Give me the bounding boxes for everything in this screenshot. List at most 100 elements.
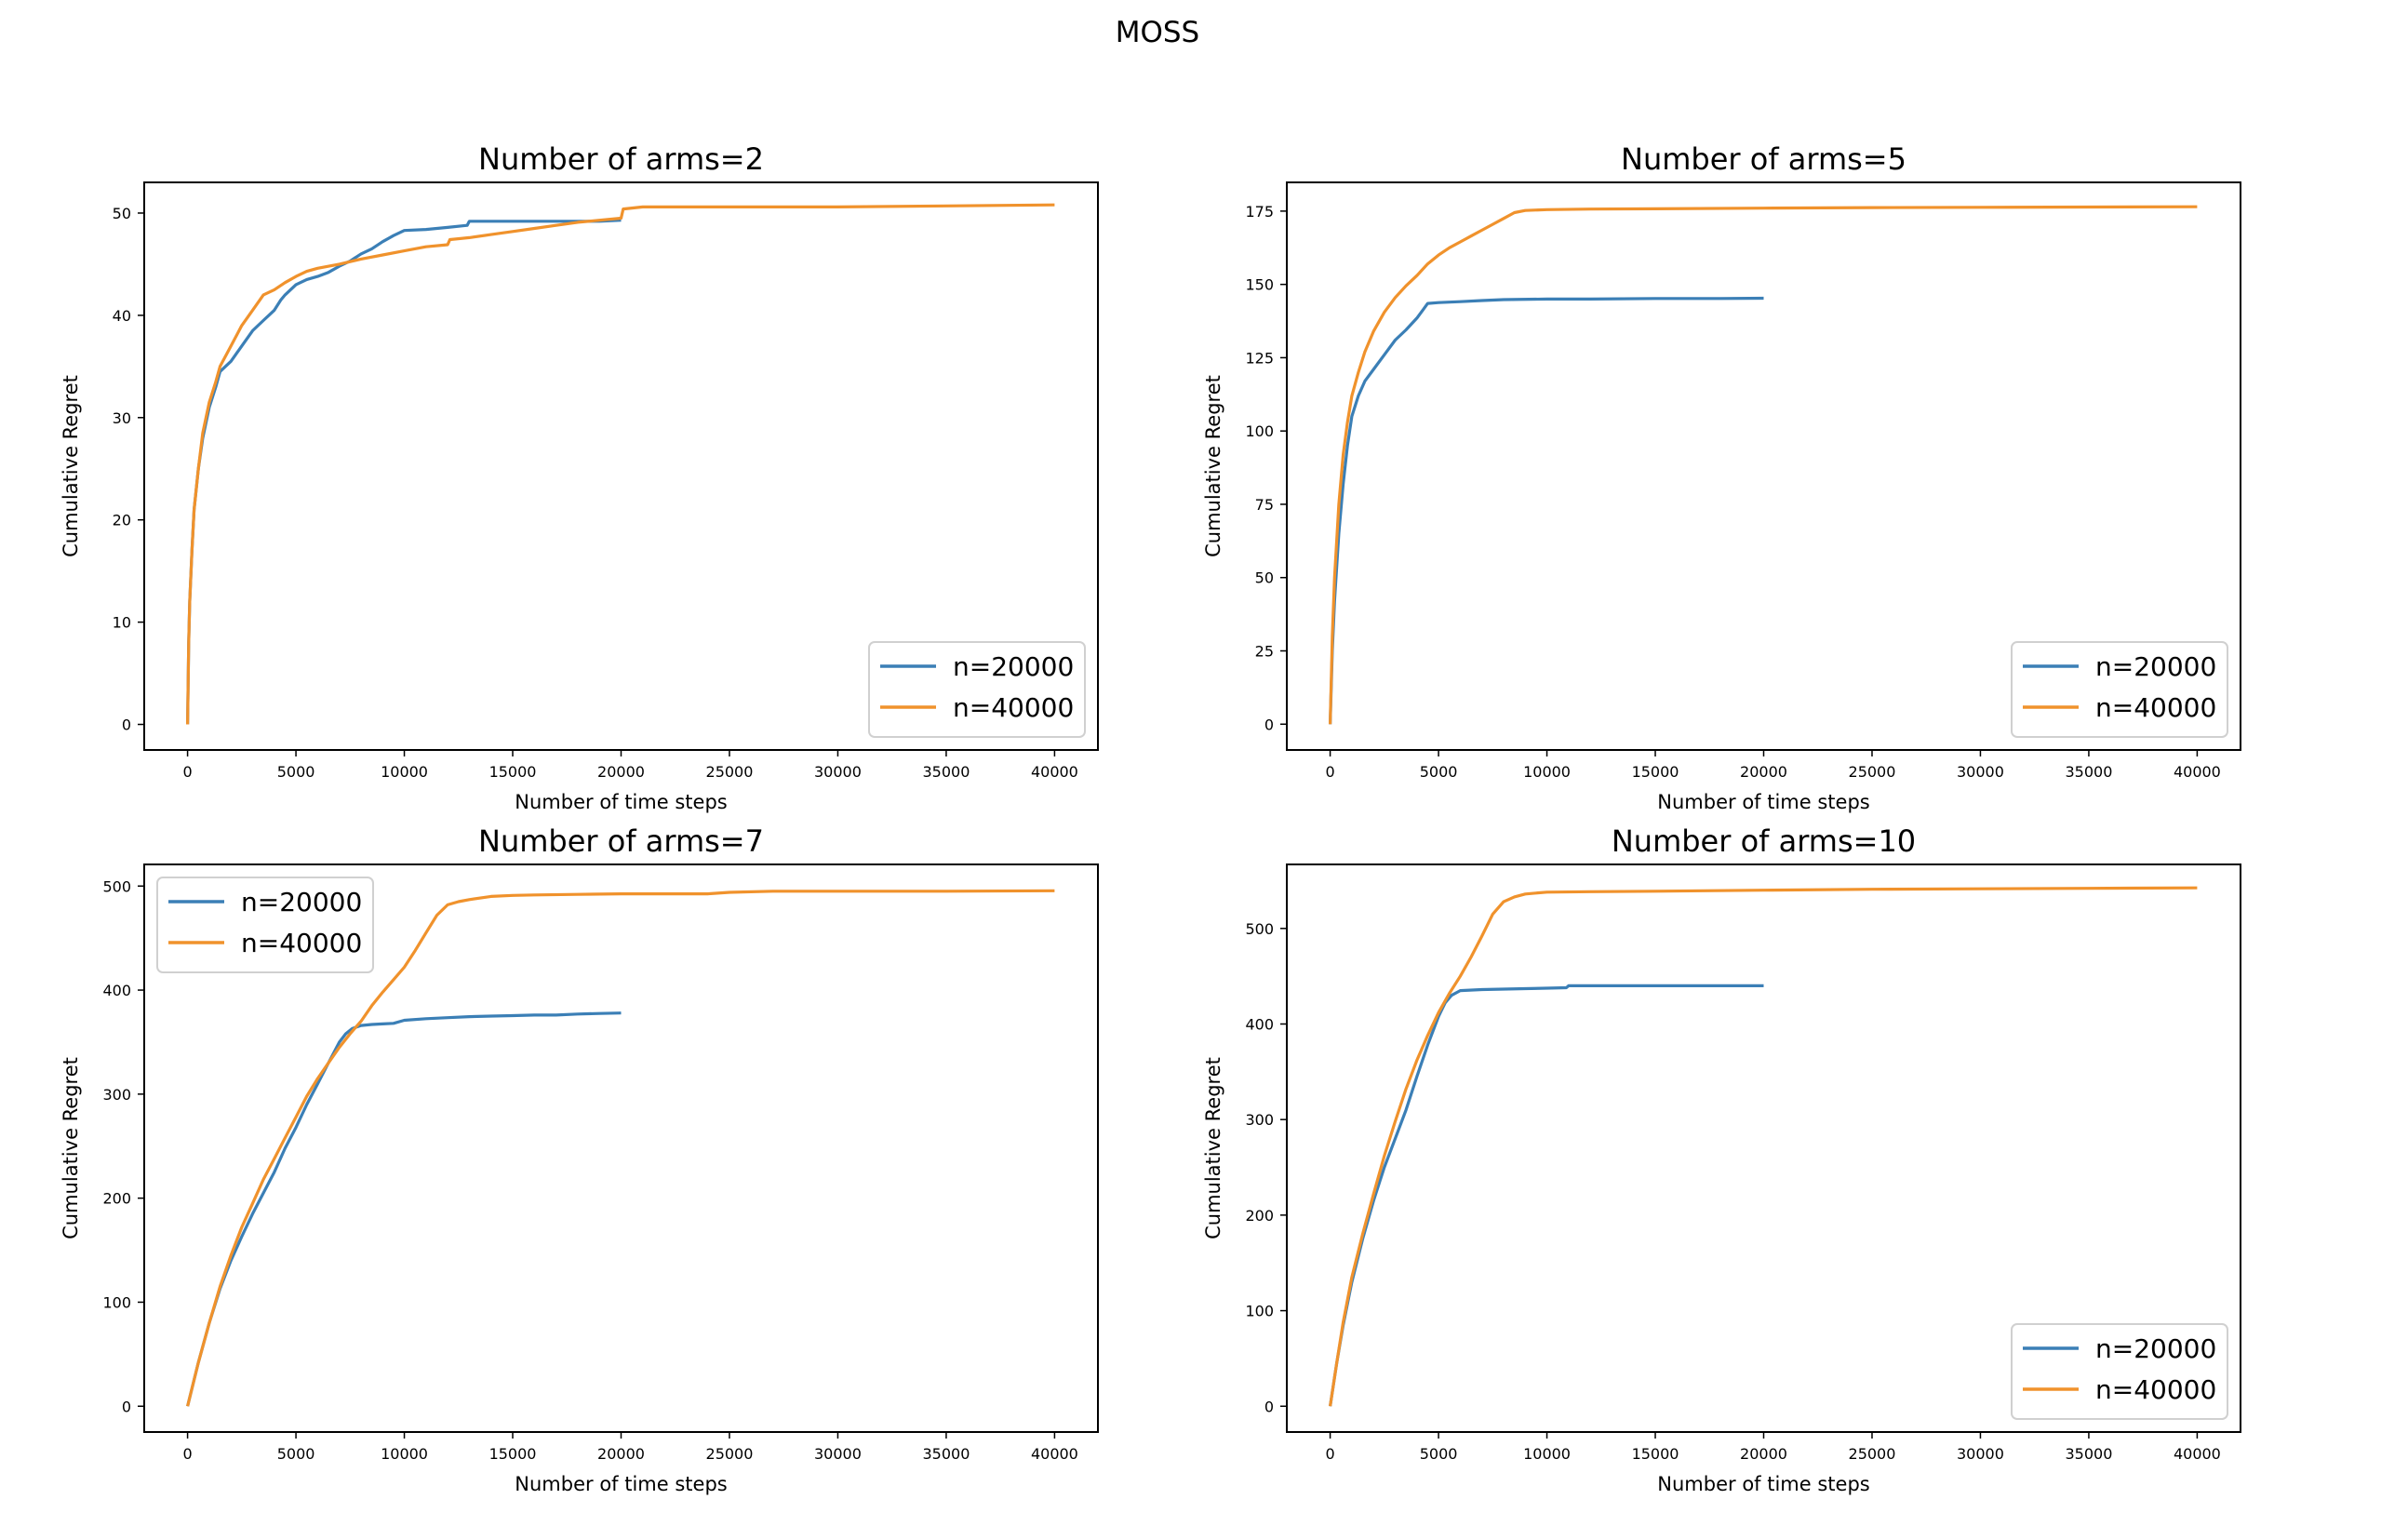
y-axis-label: Cumulative Regret — [1202, 375, 1224, 557]
series-line-n=20000 — [1329, 296, 1764, 725]
series-line-n=20000 — [186, 219, 622, 725]
series-line-n=20000 — [1329, 984, 1764, 1407]
y-tick-label: 20 — [113, 512, 131, 529]
y-tick-label: 75 — [1255, 496, 1274, 514]
y-tick-label: 200 — [1245, 1207, 1274, 1225]
x-tick-label: 40000 — [1031, 1445, 1078, 1463]
legend-entry: n=20000 — [2095, 1333, 2216, 1364]
y-tick-label: 40 — [113, 307, 131, 325]
figure-title: MOSS — [1116, 16, 1200, 49]
x-axis-label: Number of time steps — [1657, 791, 1869, 813]
x-tick-label: 15000 — [489, 1445, 537, 1463]
x-tick-label: 25000 — [706, 1445, 754, 1463]
y-tick-label: 175 — [1245, 203, 1274, 221]
y-tick-label: 0 — [1264, 716, 1274, 733]
x-tick-label: 0 — [1325, 763, 1334, 781]
x-tick-label: 10000 — [1523, 1445, 1571, 1463]
y-tick-label: 400 — [1245, 1015, 1274, 1033]
x-tick-label: 20000 — [597, 763, 645, 781]
y-tick-label: 400 — [102, 982, 131, 999]
y-tick-label: 0 — [122, 716, 131, 734]
x-tick-label: 15000 — [489, 763, 537, 781]
x-tick-label: 15000 — [1632, 763, 1679, 781]
x-tick-label: 40000 — [1031, 763, 1078, 781]
legend-entry: n=40000 — [2095, 692, 2216, 723]
y-tick-label: 300 — [102, 1086, 131, 1104]
x-tick-label: 30000 — [814, 763, 862, 781]
series-line-n=20000 — [186, 1011, 622, 1407]
subplot-title: Number of arms=7 — [478, 823, 764, 859]
subplot-3: 0 5000 10000 15000 20000 25000 30000 35000 40000… — [1202, 823, 2241, 1495]
y-tick-label: 500 — [102, 877, 131, 895]
y-tick-label: 30 — [113, 409, 131, 427]
y-tick-label: 100 — [1245, 422, 1274, 440]
y-tick-label: 50 — [1255, 569, 1274, 587]
x-tick-label: 5000 — [277, 763, 315, 781]
x-tick-label: 35000 — [922, 763, 970, 781]
y-axis-label: Cumulative Regret — [1202, 1057, 1224, 1239]
legend: n=20000 n=40000 — [868, 641, 1086, 738]
legend: n=20000 n=40000 — [2011, 1323, 2228, 1420]
legend-entry: n=40000 — [241, 928, 362, 958]
x-tick-label: 40000 — [2174, 1445, 2221, 1463]
y-tick-label: 0 — [122, 1398, 131, 1415]
x-tick-label: 0 — [1325, 1445, 1334, 1463]
x-tick-label: 10000 — [381, 1445, 428, 1463]
series-line-n=40000 — [1329, 886, 2198, 1407]
x-axis-label: Number of time steps — [515, 791, 727, 813]
x-tick-label: 40000 — [2174, 763, 2221, 781]
x-tick-label: 5000 — [1420, 763, 1458, 781]
x-tick-label: 5000 — [1420, 1445, 1458, 1463]
x-tick-label: 25000 — [1849, 763, 1896, 781]
subplot-title: Number of arms=2 — [478, 141, 764, 177]
x-tick-label: 10000 — [1523, 763, 1571, 781]
legend: n=20000 n=40000 — [2011, 641, 2228, 738]
x-tick-label: 5000 — [277, 1445, 315, 1463]
x-tick-label: 15000 — [1632, 1445, 1679, 1463]
y-tick-label: 25 — [1255, 643, 1274, 661]
series-line-n=40000 — [186, 203, 1055, 725]
y-tick-label: 0 — [1264, 1398, 1274, 1415]
y-tick-label: 150 — [1245, 276, 1274, 294]
x-tick-label: 0 — [182, 1445, 192, 1463]
x-tick-label: 25000 — [706, 763, 754, 781]
subplot-title: Number of arms=5 — [1621, 141, 1906, 177]
y-tick-label: 100 — [1245, 1303, 1274, 1320]
y-tick-label: 300 — [1245, 1111, 1274, 1129]
x-tick-label: 20000 — [1740, 1445, 1787, 1463]
legend-entry: n=20000 — [2095, 651, 2216, 682]
series-line-n=40000 — [186, 889, 1055, 1407]
x-tick-label: 35000 — [922, 1445, 970, 1463]
legend-entry: n=20000 — [241, 887, 362, 917]
subplot-1: 0 5000 10000 15000 20000 25000 30000 35000 40000… — [1202, 141, 2241, 813]
x-tick-label: 10000 — [381, 763, 428, 781]
x-tick-label: 30000 — [1957, 763, 2004, 781]
series-line-n=40000 — [1329, 205, 2198, 725]
y-tick-label: 125 — [1245, 349, 1274, 367]
legend: n=20000 n=40000 — [156, 877, 374, 973]
subplots: 0 5000 10000 15000 20000 25000 30000 35000 40000… — [60, 141, 2241, 1495]
x-tick-label: 20000 — [1740, 763, 1787, 781]
y-axis-label: Cumulative Regret — [60, 1057, 82, 1239]
y-tick-label: 100 — [102, 1293, 131, 1311]
x-tick-label: 0 — [182, 763, 192, 781]
subplot-2: 0 5000 10000 15000 20000 25000 30000 35000 40000… — [60, 823, 1099, 1495]
x-axis-label: Number of time steps — [1657, 1473, 1869, 1495]
y-tick-label: 10 — [113, 614, 131, 632]
subplot-title: Number of arms=10 — [1612, 823, 1916, 859]
legend-entry: n=40000 — [953, 692, 1074, 723]
x-tick-label: 25000 — [1849, 1445, 1896, 1463]
x-tick-label: 35000 — [2065, 1445, 2112, 1463]
y-tick-label: 50 — [113, 205, 131, 222]
legend-entry: n=20000 — [953, 651, 1074, 682]
x-tick-label: 30000 — [814, 1445, 862, 1463]
y-tick-label: 200 — [102, 1190, 131, 1208]
x-tick-label: 30000 — [1957, 1445, 2004, 1463]
x-tick-label: 35000 — [2065, 763, 2112, 781]
y-tick-label: 500 — [1245, 920, 1274, 938]
legend-entry: n=40000 — [2095, 1374, 2216, 1405]
subplot-0: 0 5000 10000 15000 20000 25000 30000 35000 40000… — [60, 141, 1099, 813]
x-axis-label: Number of time steps — [515, 1473, 727, 1495]
x-tick-label: 20000 — [597, 1445, 645, 1463]
